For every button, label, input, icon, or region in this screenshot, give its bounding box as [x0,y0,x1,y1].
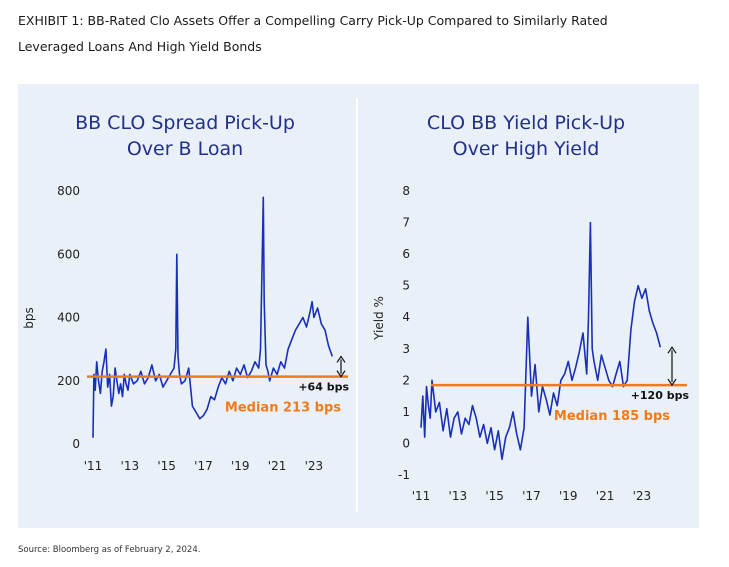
exhibit-title: EXHIBIT 1: BB-Rated Clo Assets Offer a C… [18,8,708,60]
x-tick-label: '19 [231,459,250,473]
chart-title-line: CLO BB Yield Pick-Up [427,112,625,134]
source-note: Source: Bloomberg as of February 2, 2024… [18,545,201,555]
x-tick-label: '15 [485,489,504,503]
pickup-arrowhead-bottom [336,370,346,378]
x-tick-label: '21 [596,489,615,503]
chart-title-line: Over B Loan [127,138,243,160]
pickup-label: +120 bps [631,389,690,402]
chart-panel: BB CLO Spread Pick-Up Over B Loan 0 200 400 6… [18,84,699,528]
y-tick-label: 800 [57,184,80,198]
x-tick-label: '13 [449,489,468,503]
y-tick-label: 3 [402,342,410,356]
x-tick-label: '17 [194,459,213,473]
y-tick-label: 200 [57,374,80,388]
pickup-arrowhead-top [336,355,346,363]
y-tick-label: 7 [402,216,410,230]
x-tick-label: '19 [559,489,578,503]
x-tick-label: '21 [268,459,287,473]
y-tick-label: 0 [72,437,80,451]
exhibit-title-line-2: Leveraged Loans And High Yield Bonds [18,39,262,54]
x-tick-label: '17 [522,489,541,503]
series-line [92,196,334,438]
x-tick-label: '23 [305,459,324,473]
pickup-arrowhead-top [667,346,677,354]
y-tick-label: 600 [57,247,80,261]
y-tick-label: 4 [402,310,410,324]
pickup-label: +64 bps [298,381,349,394]
median-label: Median 213 bps [225,401,341,416]
x-tick-label: '23 [633,489,652,503]
y-tick-label: 0 [402,436,410,450]
x-tick-label: '15 [157,459,176,473]
median-label: Median 185 bps [554,409,670,424]
y-tick-label: 8 [402,184,410,198]
series-line [420,221,662,460]
y-tick-label: 1 [402,405,410,419]
y-tick-label: 2 [402,373,410,387]
chart-title-line: Over High Yield [453,138,600,160]
y-tick-label: 400 [57,311,80,325]
y-tick-label: -1 [398,468,410,482]
x-tick-label: '13 [121,459,140,473]
yield-pickup-chart: CLO BB Yield Pick-Up Over High Yield -1 0 1 2… [372,112,690,503]
chart-title-line: BB CLO Spread Pick-Up [75,112,295,134]
x-tick-label: '11 [84,459,103,473]
y-tick-label: 6 [402,247,410,261]
exhibit-title-line-1: EXHIBIT 1: BB-Rated Clo Assets Offer a C… [18,13,608,28]
x-tick-label: '11 [412,489,431,503]
y-tick-label: 5 [402,279,410,293]
y-axis-label: Yield % [372,296,386,341]
y-axis-label: bps [22,307,36,329]
pickup-arrowhead-bottom [667,378,677,387]
spread-pickup-chart: BB CLO Spread Pick-Up Over B Loan 0 200 400 6… [22,112,349,473]
